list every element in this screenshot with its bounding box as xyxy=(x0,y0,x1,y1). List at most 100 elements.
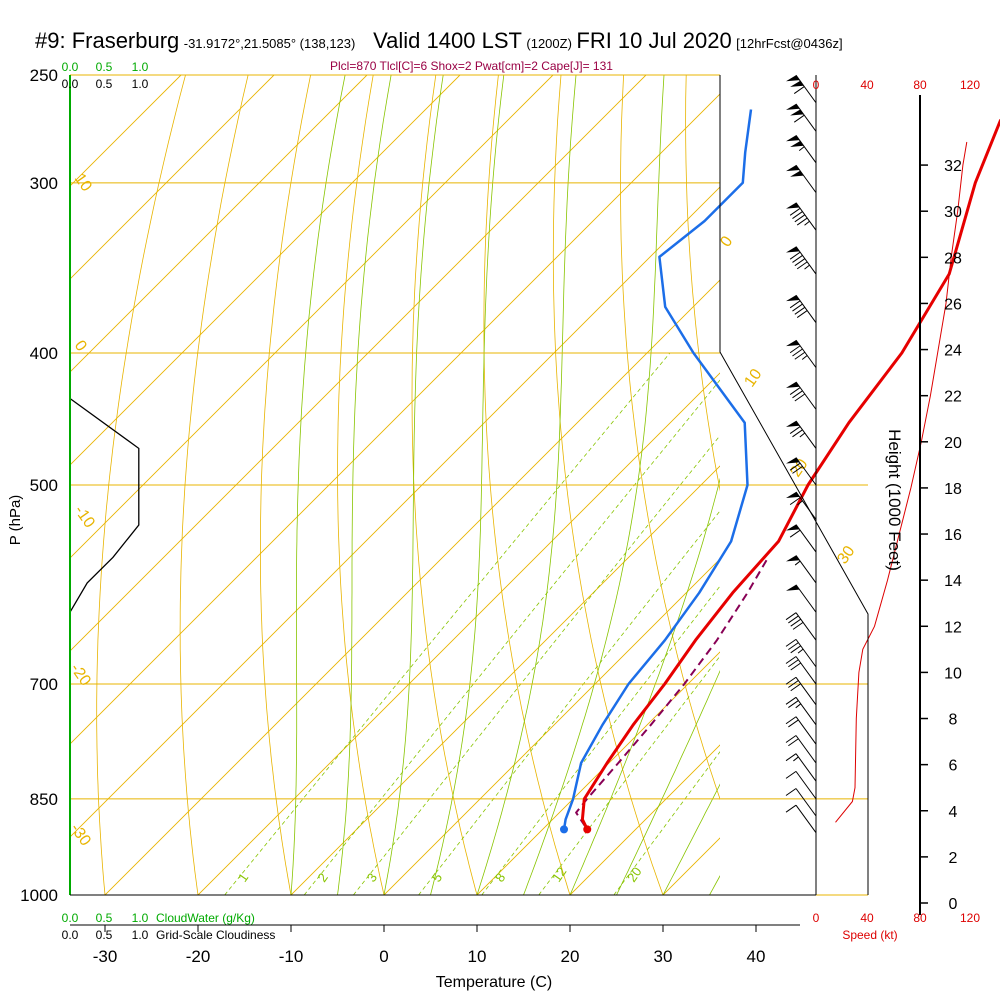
barb-flag xyxy=(785,638,797,647)
valid-date: FRI 10 Jul 2020 xyxy=(576,28,732,53)
speed-axis-label: Speed (kt) xyxy=(842,928,897,942)
barb-flag xyxy=(790,683,802,692)
barb-flag xyxy=(785,788,797,796)
moist-adiabat xyxy=(616,669,720,895)
barb-flag xyxy=(790,645,802,654)
cloudwater-tick-bottom: 0.5 xyxy=(96,911,113,925)
x-tick-label: 20 xyxy=(561,947,580,966)
barb-flag xyxy=(785,753,797,762)
wind-barb xyxy=(786,202,817,231)
isotherm-label: -10 xyxy=(71,503,98,532)
barb-pennant xyxy=(786,75,800,82)
barb-flag xyxy=(789,529,801,538)
mixing-ratio-label: 20 xyxy=(624,864,645,884)
cloudiness-tick-top: 1.0 xyxy=(132,77,149,91)
pressure-axis-label: P (hPa) xyxy=(7,495,24,546)
barb-staff xyxy=(795,524,817,553)
moist-adiabat xyxy=(290,75,346,895)
barb-flag xyxy=(793,114,805,123)
wind-barb xyxy=(785,676,817,706)
x-tick-label: 0 xyxy=(379,947,388,966)
barb-flag xyxy=(788,680,799,688)
stability-params: Plcl=870 Tlcl[C]=6 Shox=2 Pwat[cm]=2 Cap… xyxy=(330,59,613,73)
barb-pennant xyxy=(786,202,800,209)
moist-adiabat xyxy=(430,75,505,895)
barb-pennant xyxy=(786,246,800,253)
speed-tick-bottom: 40 xyxy=(860,911,874,925)
barb-staff xyxy=(795,339,817,368)
barb-half-flag xyxy=(793,756,799,762)
mixing-ratio-line xyxy=(353,434,720,895)
wind-barb xyxy=(785,612,817,641)
height-tick-label: 10 xyxy=(944,665,962,682)
wind-barb xyxy=(786,164,817,193)
barb-flag xyxy=(794,258,806,267)
height-tick-label: 6 xyxy=(949,758,958,775)
barb-staff xyxy=(795,381,817,410)
barb-flag xyxy=(792,429,803,438)
barb-flag xyxy=(788,615,799,624)
cloudiness-label: Grid-Scale Cloudiness xyxy=(156,928,275,942)
dry-adiabat xyxy=(259,75,311,895)
barb-pennant xyxy=(786,420,800,427)
isotherm-line xyxy=(383,558,720,895)
pressure-tick-label: 500 xyxy=(30,476,58,495)
barb-flag xyxy=(792,348,803,357)
barb-pennant xyxy=(786,381,800,388)
barb-flag xyxy=(792,255,803,263)
pressure-tick-label: 250 xyxy=(30,66,58,85)
wind-barb xyxy=(786,524,817,553)
barb-staff xyxy=(795,771,817,800)
thermo-grid xyxy=(70,74,868,896)
cloudiness-tick-bottom: 0.0 xyxy=(62,928,79,942)
height-tick-label: 18 xyxy=(944,481,962,498)
cloudwater-tick-top: 1.0 xyxy=(132,60,149,74)
wind-barb xyxy=(785,770,817,800)
barb-pennant xyxy=(790,140,804,147)
moist-adiabat xyxy=(383,75,444,895)
dry-adiabat xyxy=(411,75,478,895)
barb-pennant xyxy=(786,555,800,562)
barb-flag xyxy=(794,306,806,315)
barb-flag xyxy=(796,261,808,270)
moist-adiabat xyxy=(337,75,392,895)
barb-pennant xyxy=(786,491,800,498)
wind-barb xyxy=(786,103,817,132)
barb-flag xyxy=(789,345,801,354)
height-tick-label: 14 xyxy=(944,573,962,590)
wind-barb xyxy=(786,457,817,486)
speed-tick-bottom: 120 xyxy=(960,911,980,925)
mixing-ratio-label: 5 xyxy=(429,870,445,885)
dry-adiabat xyxy=(620,75,720,801)
pressure-tick-label: 850 xyxy=(30,790,58,809)
wind-speed-profile xyxy=(835,141,968,823)
barb-half-flag xyxy=(794,560,801,566)
wind-barb xyxy=(786,584,817,613)
x-axis-label: Temperature (C) xyxy=(436,974,552,991)
barb-staff xyxy=(795,612,817,641)
parcel-trace xyxy=(575,556,770,827)
barb-flag xyxy=(785,770,797,779)
isotherm-line xyxy=(70,75,275,280)
forecast-info: [12hrFcst@0436z] xyxy=(736,36,843,51)
height-tick-label: 28 xyxy=(944,250,962,267)
pressure-tick-label: 300 xyxy=(30,174,58,193)
barb-half-flag xyxy=(804,220,810,226)
isotherm-line xyxy=(476,651,720,895)
barb-staff xyxy=(795,753,817,782)
cloudwater-tick-top: 0.0 xyxy=(62,60,79,74)
isotherm-label: 30 xyxy=(834,543,858,567)
speed-tick-top: 40 xyxy=(860,78,874,92)
isotherm-line xyxy=(70,75,461,466)
barb-staff xyxy=(795,676,817,706)
barb-pennant xyxy=(786,295,800,302)
barb-flag xyxy=(796,310,808,318)
height-tick-label: 8 xyxy=(949,712,958,729)
barb-staff xyxy=(795,735,817,764)
cloudiness-tick-bottom: 0.5 xyxy=(96,928,113,942)
height-tick-label: 4 xyxy=(949,804,958,821)
barb-flag xyxy=(788,700,799,708)
dry-adiabat xyxy=(483,75,571,895)
barb-staff xyxy=(795,420,817,449)
